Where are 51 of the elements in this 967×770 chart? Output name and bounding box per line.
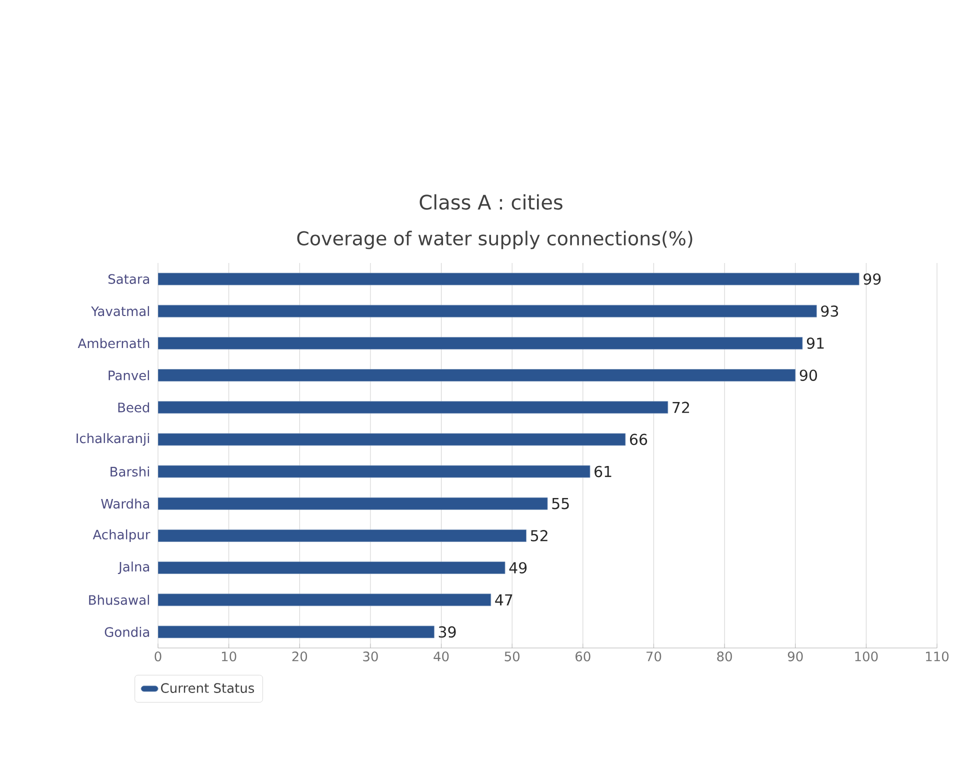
y-tick-label: Bhusawal [89,594,150,605]
bar [158,626,434,638]
x-tick-label: 50 [504,652,520,662]
y-tick-label: Beed [118,402,150,412]
y-tick-label: Gondia [104,626,150,637]
data-label: 39 [438,626,456,638]
bar [158,594,492,606]
data-label: 66 [630,434,648,446]
chart-subtitle: Coverage of water supply connections(%) [297,230,692,250]
bar [158,433,626,446]
y-tick-label: Jalna [118,562,150,574]
bar [158,530,526,542]
x-tick-label: 20 [292,652,308,662]
data-label: 47 [495,594,512,606]
y-tick-label: Ichalkaranji [76,433,150,446]
data-label: 52 [530,530,548,542]
x-tick-label: 60 [576,652,590,662]
bar [158,401,668,414]
y-tick-label: Barshi [110,466,149,477]
bar [158,497,548,510]
bar [158,337,803,350]
y-tick-label: Achalpur [92,529,150,542]
data-label: 93 [821,305,838,317]
x-tick-label: 10 [222,652,236,662]
legend-label: Current Status [161,683,254,693]
x-tick-label: 0 [154,652,162,662]
x-tick-label: 110 [926,652,949,662]
bar [158,369,796,382]
y-tick-label: Ambernath [78,338,150,348]
bar [158,272,860,286]
x-tick-label: 30 [363,652,378,662]
y-tick-label: Yavatmal [91,306,150,316]
x-tick-label: 40 [434,652,449,662]
y-tick-label: Panvel [108,370,150,380]
bar [158,465,590,478]
data-label: 91 [806,338,824,349]
x-tick-label: 80 [717,652,732,662]
chart-title: Class A : cities [420,194,562,210]
x-tick-label: 90 [788,652,803,662]
data-label: 99 [864,273,881,285]
y-tick-label: Satara [108,274,150,284]
data-label: 49 [509,562,527,574]
y-tick-label: Wardha [101,498,150,509]
bar [158,562,506,574]
data-label: 90 [800,370,817,381]
x-tick-label: 70 [646,652,662,662]
x-tick-label: 100 [855,652,878,662]
data-label: 61 [594,466,612,478]
bar [158,304,817,318]
data-label: 55 [552,498,569,510]
data-label: 72 [672,402,690,413]
